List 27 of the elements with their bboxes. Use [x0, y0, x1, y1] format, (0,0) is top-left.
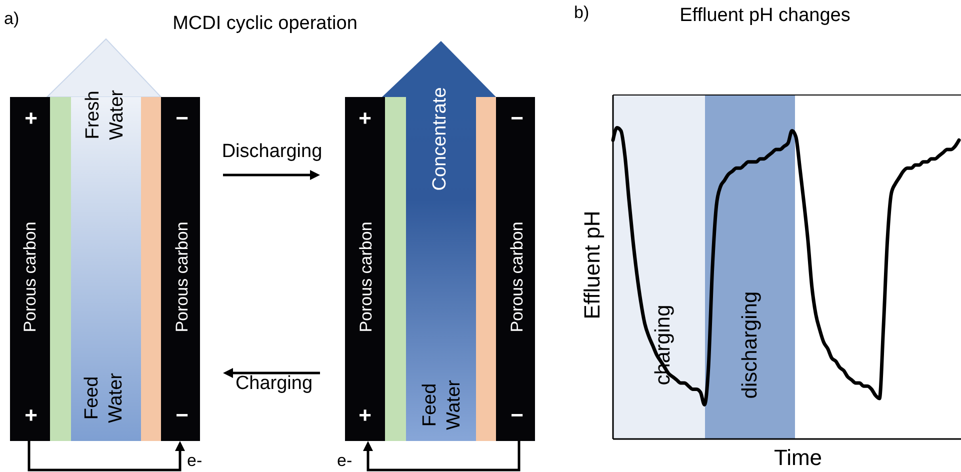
text: Porous carbon — [508, 222, 526, 332]
text: + — [24, 402, 38, 428]
text: − — [510, 106, 524, 130]
text: − — [510, 402, 524, 428]
text: e- — [337, 451, 352, 470]
text: b) — [574, 3, 590, 22]
text: Charging — [235, 373, 313, 394]
annotation: discharging — [738, 291, 762, 399]
text: − — [176, 402, 188, 428]
y-axis-title: Effluent pH — [580, 210, 604, 320]
text: Discharging — [222, 141, 322, 162]
text: Feed Water — [420, 379, 464, 430]
text: e- — [187, 451, 202, 470]
text: + — [358, 106, 372, 130]
text: Concentrate — [430, 87, 450, 191]
chart-title: Effluent pH changes — [680, 5, 850, 26]
text: Porous carbon — [20, 222, 40, 332]
text: − — [176, 106, 188, 130]
text: a) — [4, 9, 20, 28]
text: MCDI cyclic operation — [172, 13, 358, 34]
text: Porous carbon — [356, 222, 376, 332]
text: + — [358, 402, 372, 428]
text: Fresh Water — [82, 89, 128, 140]
text: + — [24, 106, 38, 130]
x-axis-title: Time — [774, 445, 822, 470]
text: Porous carbon — [172, 222, 192, 332]
text: Feed Water — [82, 372, 126, 423]
